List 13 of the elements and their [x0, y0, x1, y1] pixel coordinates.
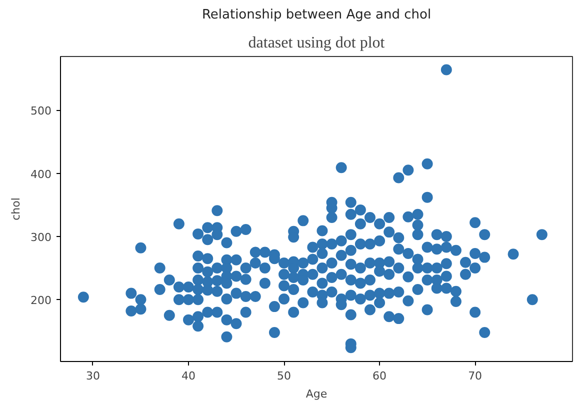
x-tick-label: 30 [86, 370, 100, 382]
y-tick-label: 400 [30, 168, 52, 181]
x-tick-label: 70 [468, 370, 482, 382]
x-tick-label: 40 [182, 370, 196, 382]
text: dataset using dot plot [248, 34, 386, 52]
x-tick-label: 60 [372, 370, 387, 382]
y-tick-label: 200 [30, 294, 52, 308]
y-tick-label: 500 [30, 104, 52, 118]
y-tick-label: 300 [30, 230, 52, 244]
chart-title: Relationship between Age and chol [202, 8, 432, 22]
x-tick-label: 50 [277, 370, 292, 382]
x-axis-title: Age [306, 388, 328, 400]
y-axis-title: chol [10, 198, 23, 220]
